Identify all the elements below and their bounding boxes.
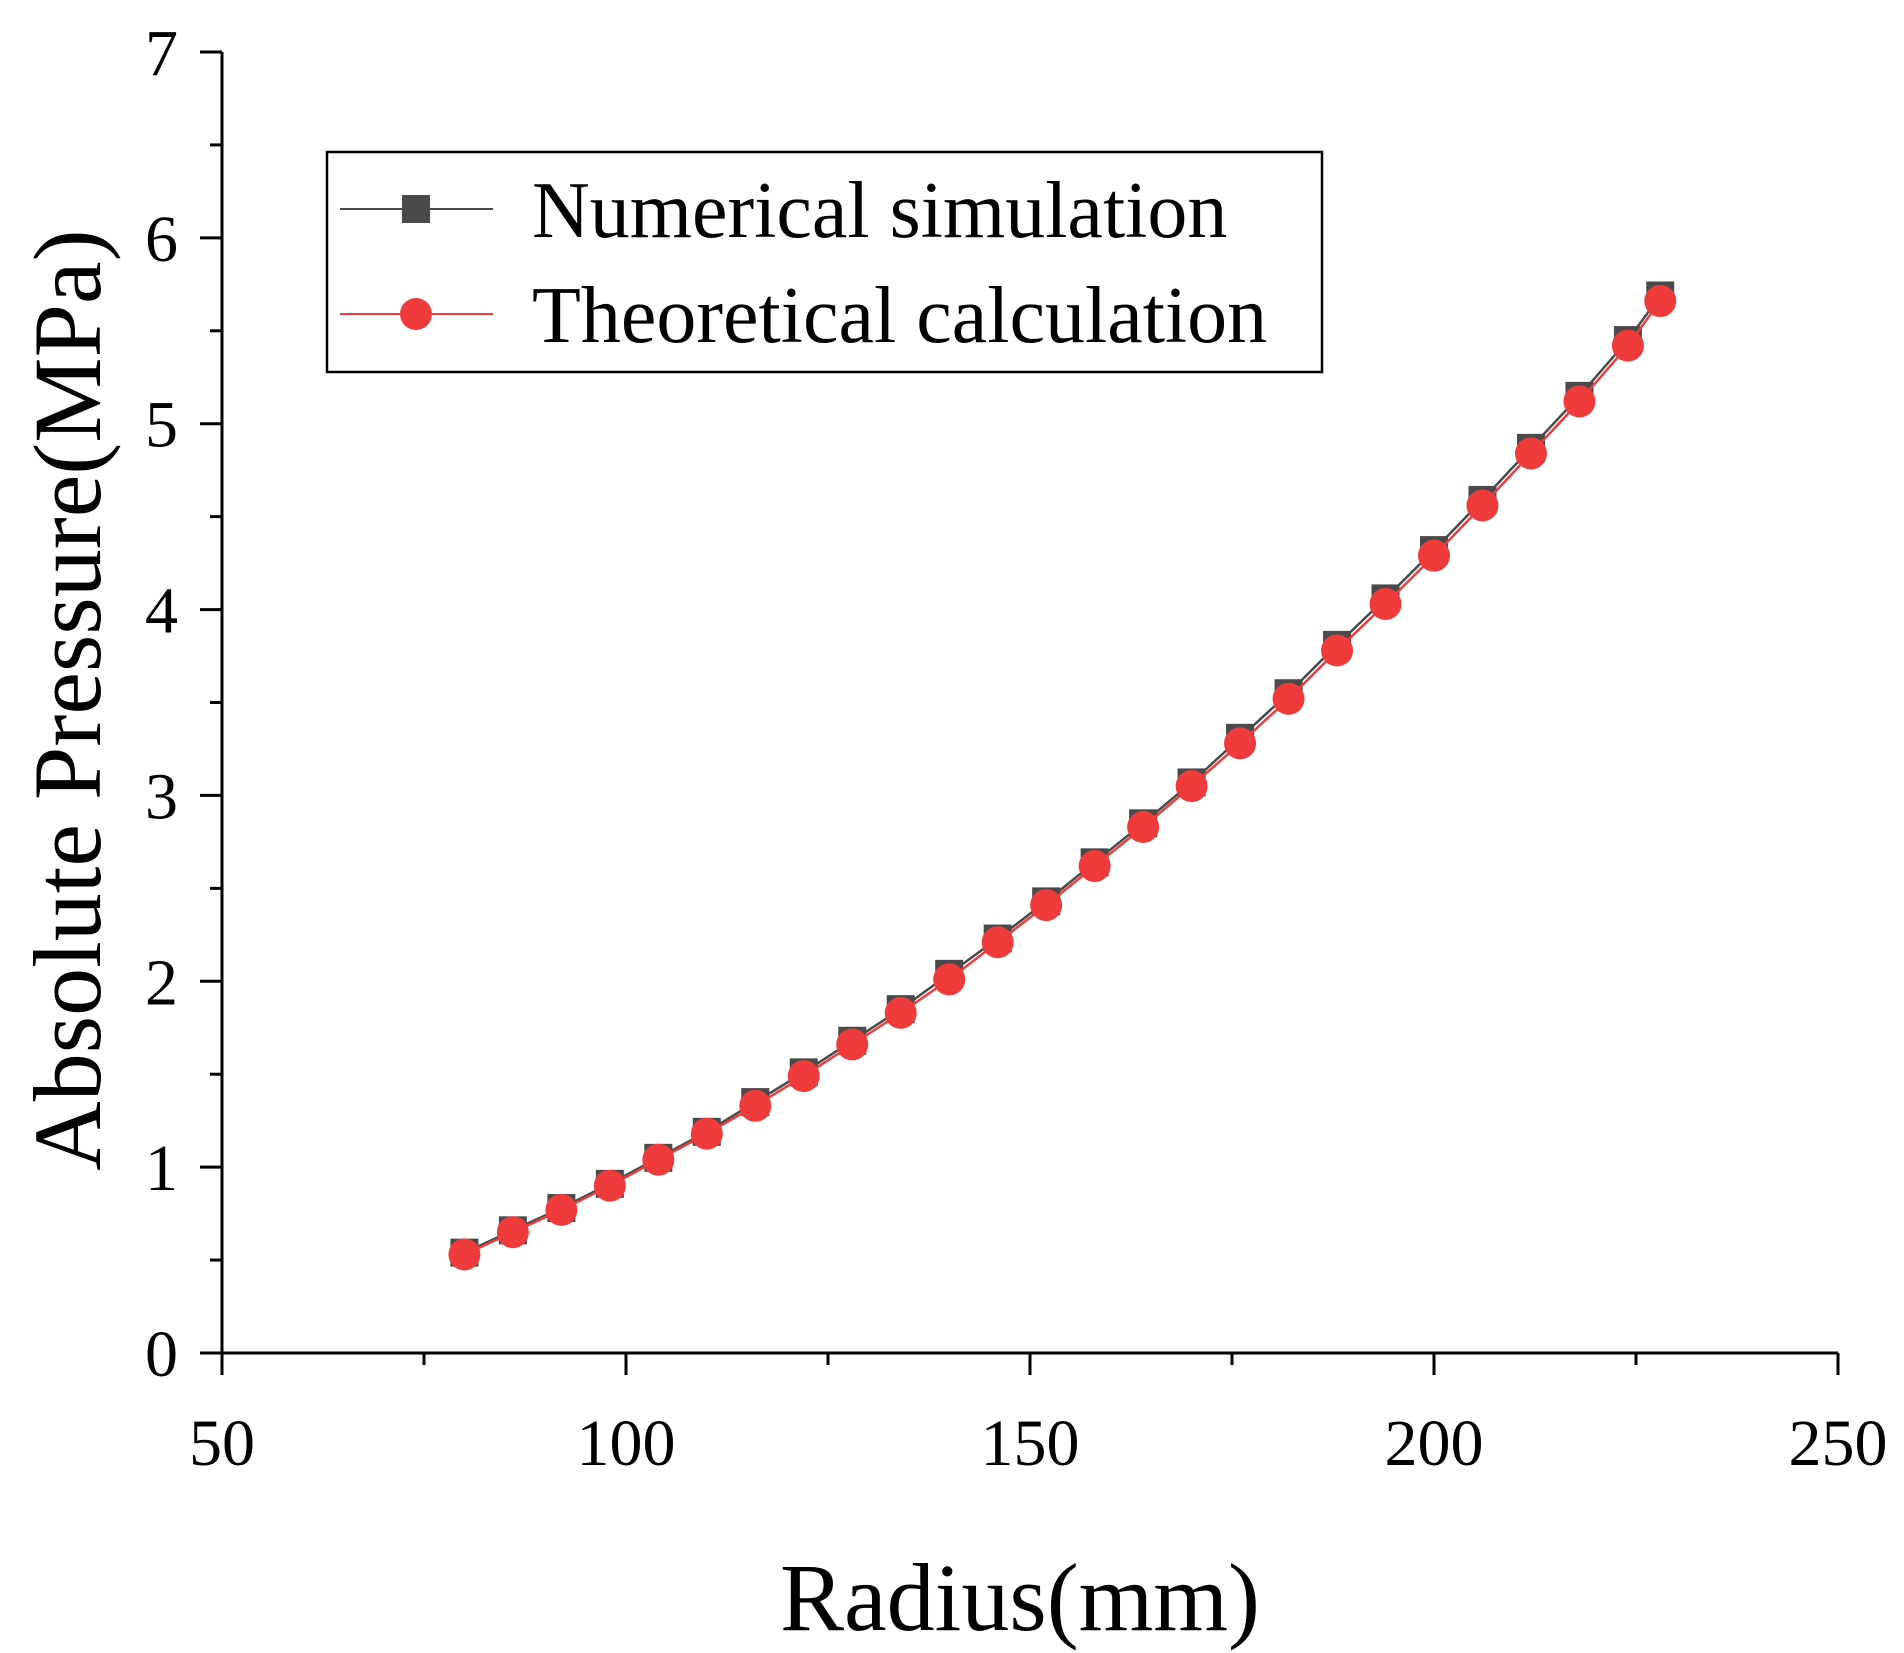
data-point-theoretical	[1272, 682, 1305, 715]
series-line-numerical	[463, 294, 1662, 1254]
data-point-theoretical	[836, 1028, 869, 1061]
legend-box	[325, 150, 1324, 374]
y-tick-label: 2	[145, 946, 178, 1019]
x-tick-label: 200	[1385, 1407, 1484, 1480]
data-point-theoretical	[884, 996, 917, 1029]
legend-marker-theoretical	[400, 298, 432, 330]
data-point-theoretical	[1644, 285, 1677, 318]
y-tick-label: 5	[145, 389, 178, 462]
data-point-theoretical	[1611, 329, 1644, 362]
legend: Numerical simulation Theoretical calcula…	[325, 150, 1324, 374]
data-point-theoretical	[545, 1193, 578, 1226]
legend-label-numerical: Numerical simulation	[532, 167, 1227, 255]
y-tick-label: 7	[145, 17, 178, 90]
x-tick-label: 50	[189, 1407, 255, 1480]
data-point-theoretical	[448, 1238, 481, 1271]
data-point-theoretical	[1418, 539, 1450, 572]
legend-marker-numerical	[402, 195, 430, 223]
data-point-theoretical	[1563, 385, 1596, 418]
data-point-theoretical	[1030, 889, 1063, 922]
x-tick-label: 150	[981, 1407, 1080, 1480]
data-point-theoretical	[1127, 811, 1160, 844]
x-tick-label: 100	[577, 1407, 676, 1480]
data-point-theoretical	[787, 1060, 820, 1093]
x-axis-title: Radius(mm)	[780, 1544, 1260, 1651]
y-tick-label: 0	[145, 1318, 178, 1391]
series-line-theoretical	[463, 300, 1662, 1256]
data-point-theoretical	[739, 1089, 772, 1122]
data-point-theoretical	[1466, 489, 1499, 522]
data-point-theoretical	[593, 1169, 626, 1202]
y-tick-label: 3	[145, 760, 178, 833]
data-point-theoretical	[1369, 587, 1402, 620]
x-tick-label: 250	[1789, 1407, 1888, 1480]
data-point-theoretical	[1078, 850, 1111, 883]
plot-area	[448, 281, 1677, 1271]
y-tick-label: 1	[145, 1132, 178, 1205]
data-point-theoretical	[981, 926, 1014, 959]
data-point-theoretical	[496, 1216, 529, 1249]
data-point-theoretical	[933, 963, 966, 996]
y-tick-label: 6	[145, 203, 178, 276]
data-point-theoretical	[1175, 770, 1208, 803]
legend-label-theoretical: Theoretical calculation	[532, 272, 1267, 360]
axes: 50 100 150 200 250 0 1 2 3 4 5 6 7	[145, 17, 1888, 1480]
data-point-theoretical	[1514, 437, 1547, 470]
data-point-theoretical	[690, 1117, 723, 1150]
data-point-theoretical	[1321, 634, 1354, 667]
data-point-theoretical	[642, 1143, 675, 1176]
y-axis-title: Absolute Pressure(MPa)	[14, 229, 121, 1170]
y-tick-label: 4	[145, 575, 178, 648]
data-point-theoretical	[1224, 727, 1257, 760]
